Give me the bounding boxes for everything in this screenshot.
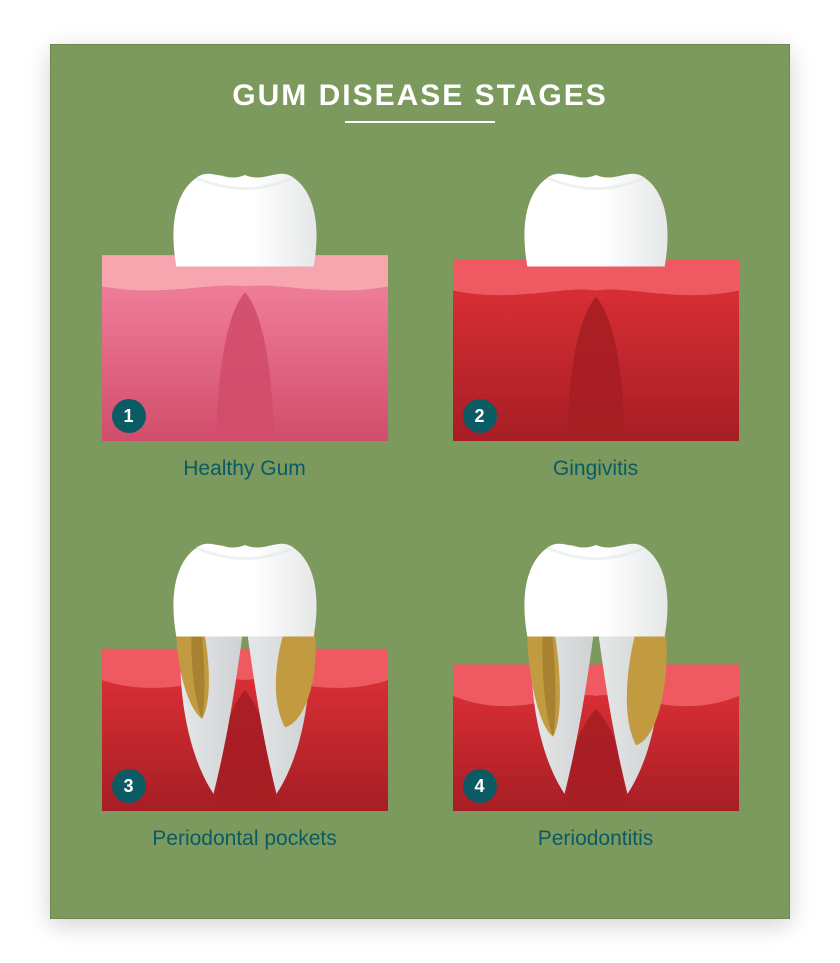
stages-grid: 1 Healthy Gum — [51, 153, 789, 851]
stage-illus-wrap: 2 — [453, 153, 739, 443]
stage-illustration — [102, 523, 388, 813]
infographic-card: GUM DISEASE STAGES — [50, 44, 790, 919]
stage-illustration — [453, 523, 739, 813]
stage-caption: Gingivitis — [553, 457, 638, 481]
stage-caption: Periodontitis — [538, 827, 654, 851]
title-underline — [345, 121, 495, 123]
stage-illus-wrap: 4 — [453, 523, 739, 813]
stage-number-badge: 1 — [112, 399, 146, 433]
stage-illus-wrap: 1 — [102, 153, 388, 443]
stage-number-badge: 2 — [463, 399, 497, 433]
stage-caption: Periodontal pockets — [152, 827, 336, 851]
stage-number-badge: 3 — [112, 769, 146, 803]
stage-illustration — [102, 153, 388, 443]
title: GUM DISEASE STAGES — [232, 79, 608, 113]
stage-illus-wrap: 3 — [102, 523, 388, 813]
stage-cell: 4 Periodontitis — [448, 523, 743, 851]
stage-cell: 3Periodontal pockets — [97, 523, 392, 851]
stage-number-badge: 4 — [463, 769, 497, 803]
stage-cell: 1 Healthy Gum — [97, 153, 392, 481]
stage-caption: Healthy Gum — [183, 457, 306, 481]
stage-illustration — [453, 153, 739, 443]
stage-cell: 2 Gingivitis — [448, 153, 743, 481]
